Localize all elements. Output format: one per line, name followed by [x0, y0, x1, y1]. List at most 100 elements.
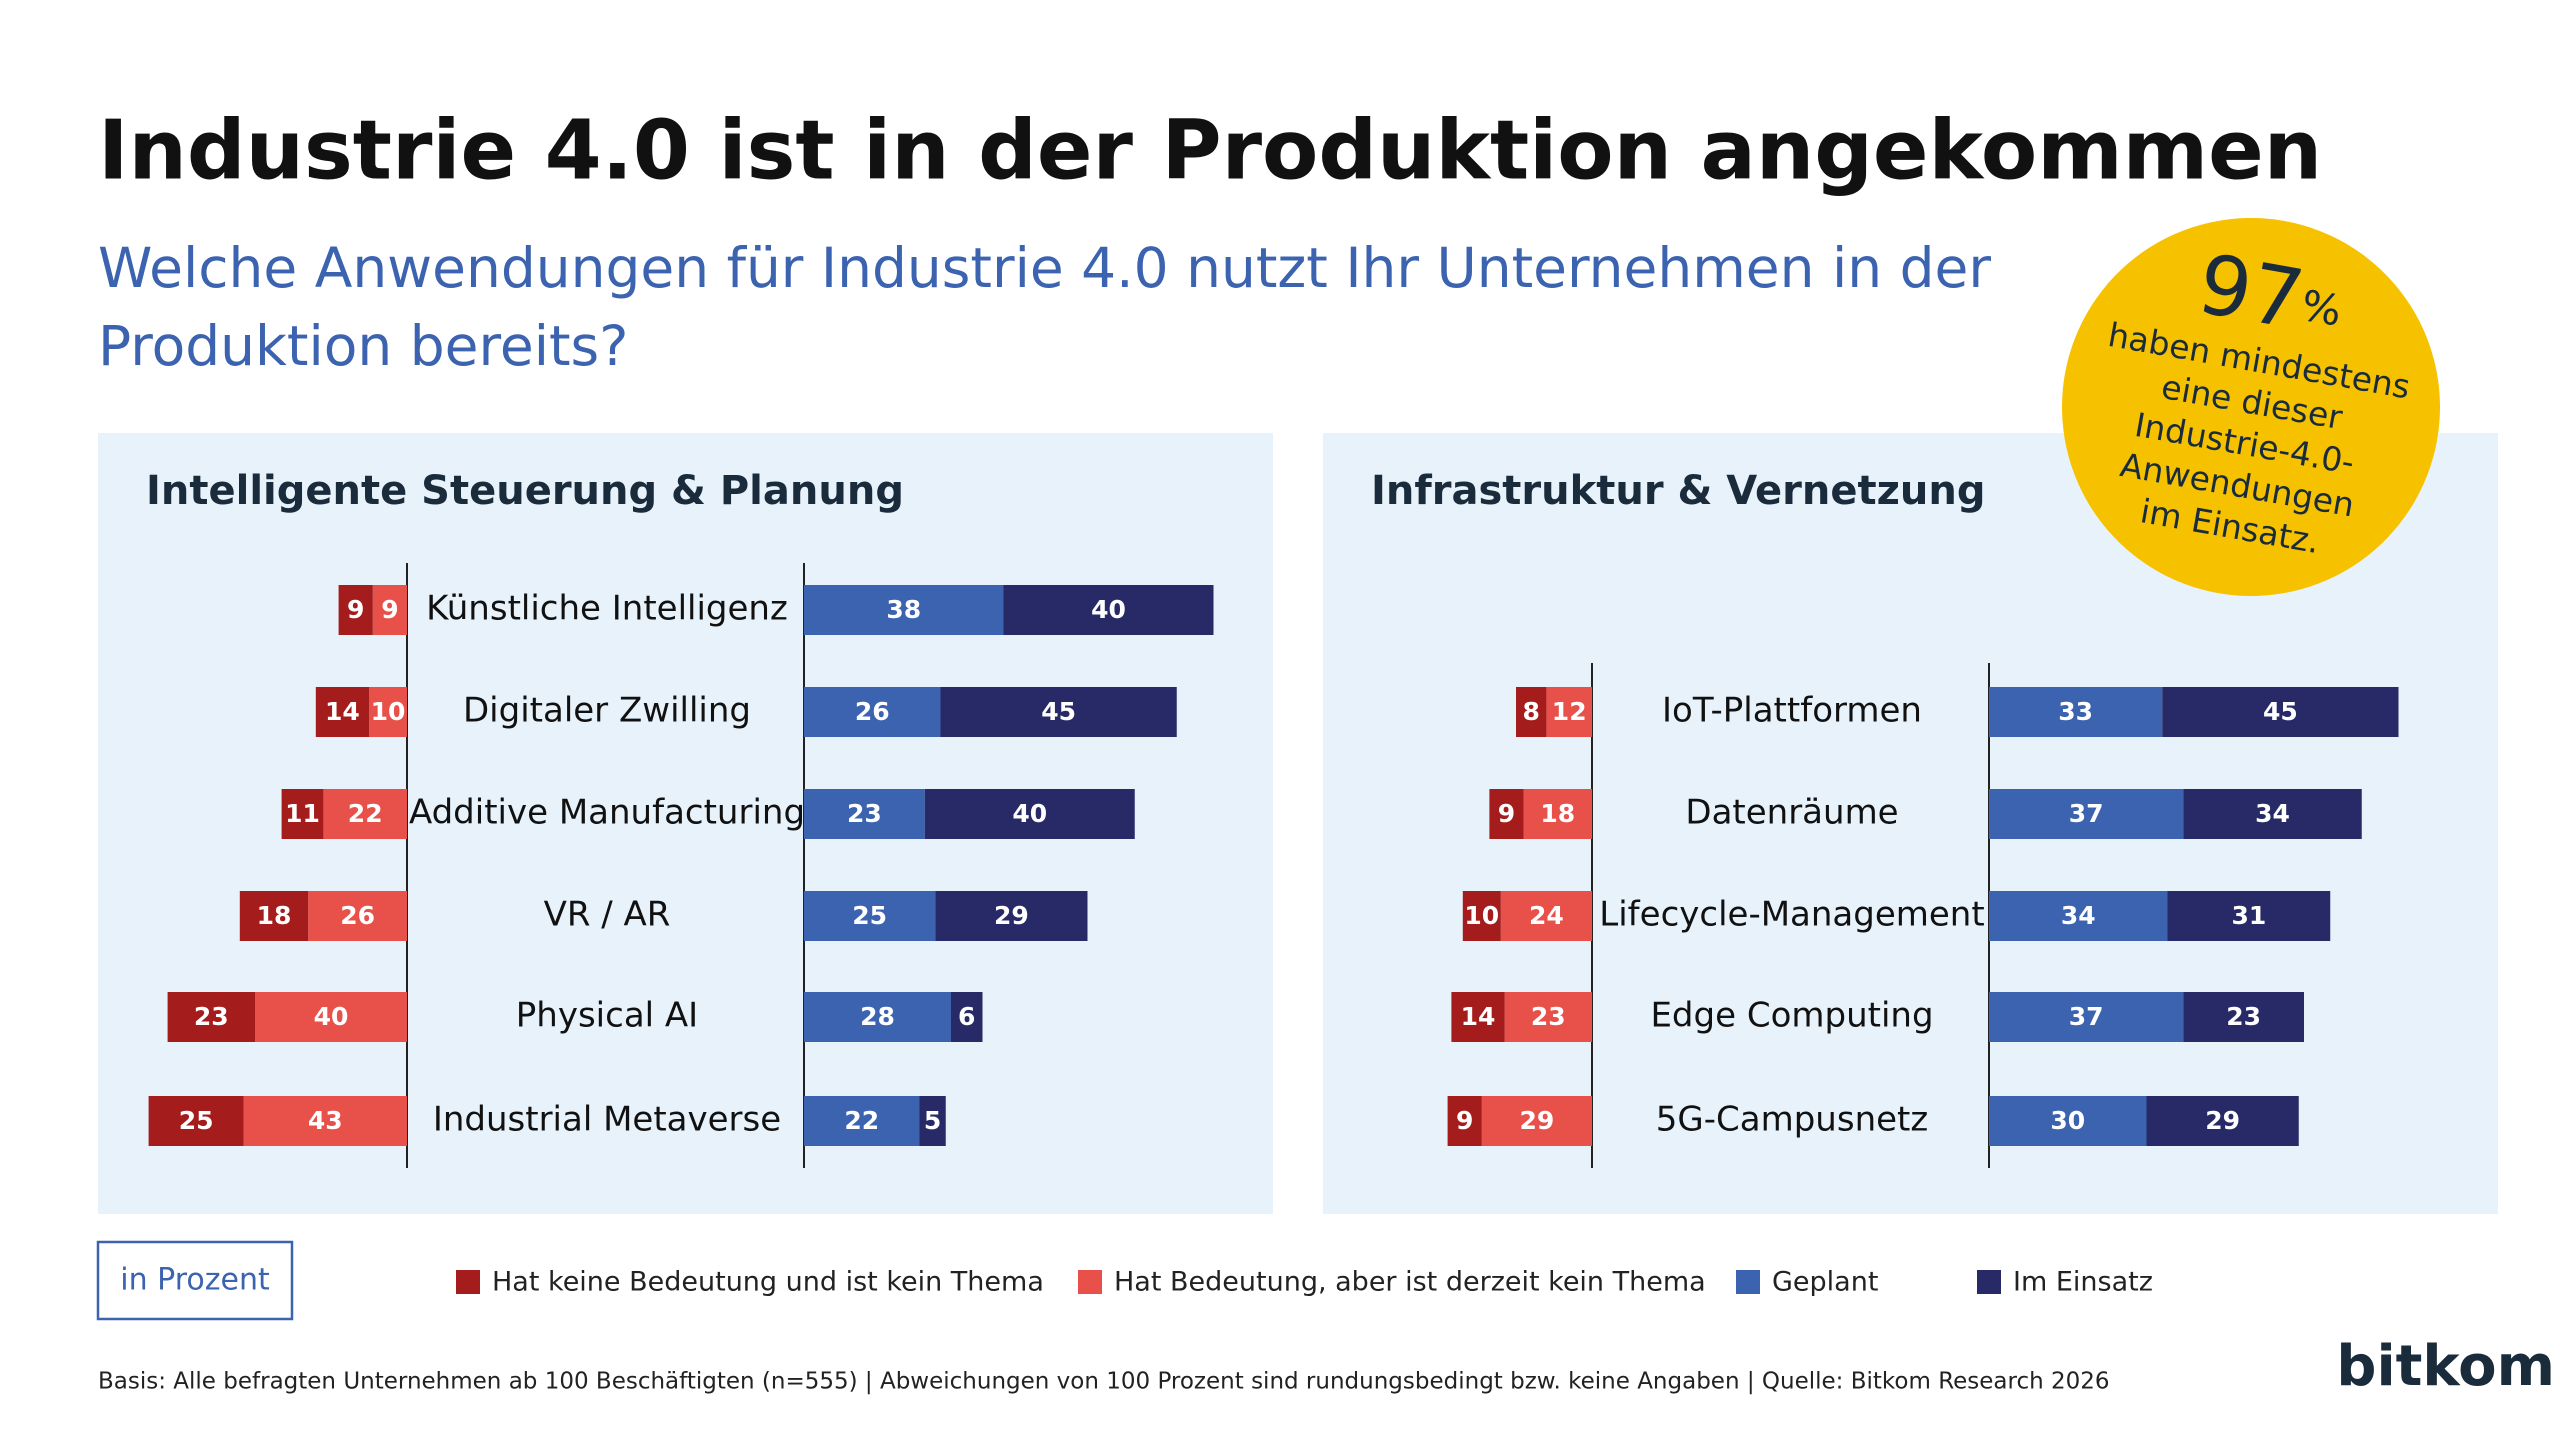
value-label: 9 [1498, 799, 1515, 828]
value-label: 29 [994, 901, 1029, 930]
legend-label: Hat Bedeutung, aber ist derzeit kein The… [1114, 1267, 1706, 1298]
value-label: 6 [958, 1002, 975, 1031]
value-label: 9 [347, 595, 364, 624]
value-label: 34 [2255, 799, 2290, 828]
bar [308, 891, 407, 941]
bar [804, 992, 951, 1042]
category-label: Industrial Metaverse [433, 1100, 781, 1140]
value-label: 38 [886, 595, 921, 624]
bar [1546, 687, 1592, 737]
bar [1523, 789, 1592, 839]
bar [243, 1096, 407, 1146]
bar [338, 585, 373, 635]
bar [315, 687, 369, 737]
value-label: 9 [1456, 1106, 1473, 1135]
category-label: Edge Computing [1650, 996, 1933, 1036]
value-label: 22 [348, 799, 383, 828]
bar [951, 992, 983, 1042]
bar [804, 1096, 920, 1146]
value-label: 9 [381, 595, 398, 624]
bar [2183, 992, 2304, 1042]
unit-box [96, 1240, 294, 1321]
value-label: 23 [847, 799, 882, 828]
value-label: 18 [1540, 799, 1575, 828]
bar [1451, 992, 1505, 1042]
category-label: Additive Manufacturing [409, 793, 805, 833]
badge-unit: % [2298, 280, 2346, 335]
bar [1989, 687, 2163, 737]
legend-swatch [1078, 1270, 1102, 1294]
legend-swatch [1736, 1270, 1760, 1294]
bar [2162, 687, 2399, 737]
value-label: 31 [2231, 901, 2266, 930]
value-label: 10 [1464, 901, 1499, 930]
bar [369, 687, 407, 737]
value-label: 37 [2069, 1002, 2104, 1031]
bar [804, 687, 941, 737]
value-label: 43 [308, 1106, 343, 1135]
bar [804, 891, 936, 941]
unit-note: in Prozent [120, 1263, 270, 1298]
category-label: VR / AR [544, 895, 671, 935]
bar [239, 891, 309, 941]
bar [372, 585, 407, 635]
bar [2183, 789, 2362, 839]
value-label: 40 [1091, 595, 1126, 624]
subtitle: Produktion bereits? [98, 314, 628, 378]
bar [804, 585, 1004, 635]
badge-value: 97% [2191, 237, 2350, 356]
value-label: 25 [179, 1106, 214, 1135]
bar [1989, 891, 2168, 941]
category-label: Lifecycle-Management [1599, 895, 1984, 935]
value-label: 30 [2050, 1106, 2085, 1135]
value-label: 14 [325, 697, 360, 726]
legend-label: Im Einsatz [2013, 1267, 2153, 1298]
bar [1500, 891, 1592, 941]
value-label: 22 [844, 1106, 879, 1135]
legend-label: Geplant [1772, 1267, 1878, 1298]
legend-swatch [1977, 1270, 2001, 1294]
bar [1516, 687, 1547, 737]
subtitle: Welche Anwendungen für Industrie 4.0 nut… [98, 236, 1991, 300]
bar [935, 891, 1088, 941]
value-label: 23 [2226, 1002, 2261, 1031]
bar [940, 687, 1177, 737]
bar [924, 789, 1135, 839]
legend-label: Hat keine Bedeutung und ist kein Thema [492, 1267, 1044, 1298]
value-label: 40 [1012, 799, 1047, 828]
bar [1989, 789, 2184, 839]
value-label: 34 [2061, 901, 2096, 930]
bar [323, 789, 407, 839]
bar [148, 1096, 244, 1146]
logo: bitkom [2336, 1334, 2555, 1399]
value-label: 40 [314, 1002, 349, 1031]
value-label: 33 [2058, 697, 2093, 726]
category-label: Digitaler Zwilling [463, 691, 751, 731]
bar [2167, 891, 2331, 941]
value-label: 18 [257, 901, 292, 930]
value-label: 23 [1531, 1002, 1566, 1031]
value-label: 10 [371, 697, 406, 726]
category-label: Datenräume [1685, 793, 1898, 833]
category-label: Künstliche Intelligenz [426, 589, 788, 629]
value-label: 25 [852, 901, 887, 930]
bar [1447, 1096, 1482, 1146]
bar [1989, 992, 2184, 1042]
badge-circle [2062, 218, 2440, 596]
panel-title: Infrastruktur & Vernetzung [1371, 468, 1986, 514]
panel-title: Intelligente Steuerung & Planung [146, 468, 904, 514]
category-label: Physical AI [516, 996, 698, 1036]
value-label: 8 [1522, 697, 1539, 726]
bar [255, 992, 407, 1042]
category-label: IoT-Plattformen [1662, 691, 1922, 731]
bar [281, 789, 324, 839]
bar [1462, 891, 1501, 941]
value-label: 24 [1529, 901, 1564, 930]
title: Industrie 4.0 ist in der Produktion ange… [98, 103, 2322, 198]
legend-swatch [456, 1270, 480, 1294]
bar [167, 992, 255, 1042]
badge-number: 97 [2191, 237, 2310, 349]
